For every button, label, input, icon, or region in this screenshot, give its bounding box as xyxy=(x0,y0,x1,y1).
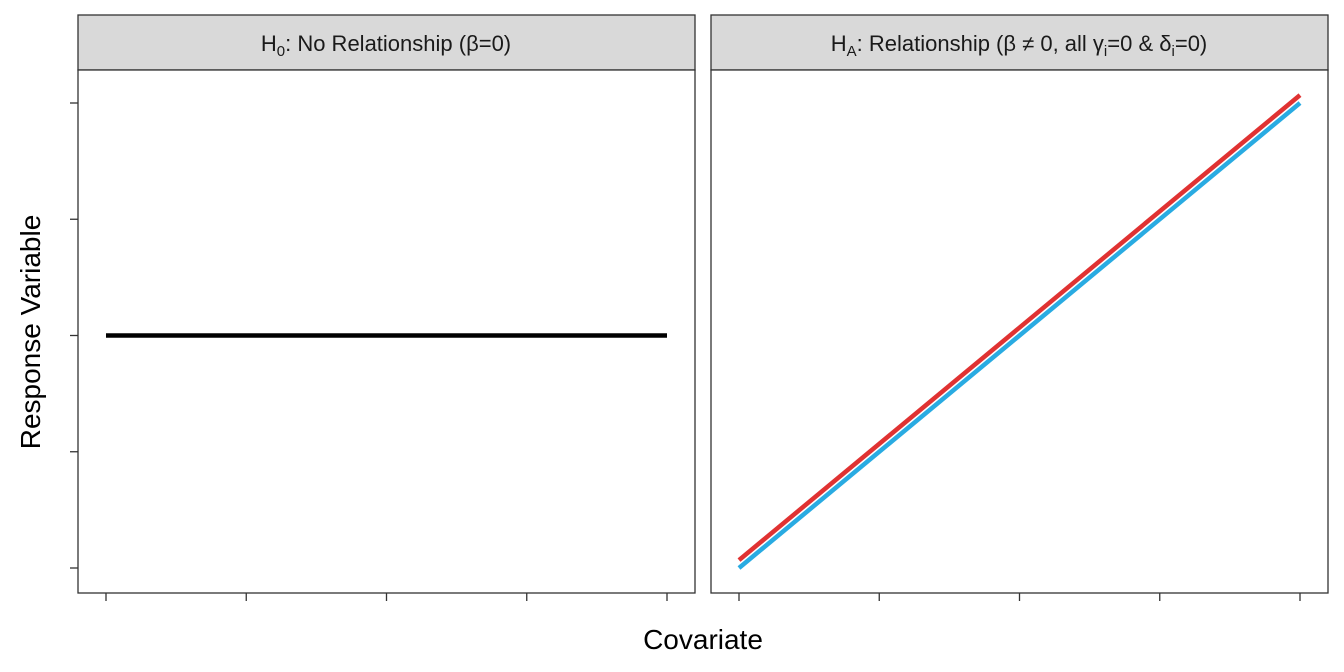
panel-ha-marks xyxy=(737,93,1302,570)
x-axis-ticks xyxy=(105,593,1301,601)
panel-h0-plot-area xyxy=(77,69,696,594)
y-axis-ticks xyxy=(70,102,78,569)
panel-h0: H0: No Relationship (β=0) xyxy=(77,14,696,594)
panel-ha: HA: Relationship (β ≠ 0, all γi=0 & δi=0… xyxy=(710,14,1329,594)
panel-ha-strip-label: HA: Relationship (β ≠ 0, all γi=0 & δi=0… xyxy=(831,31,1208,60)
panel-h0-strip xyxy=(77,14,696,71)
y-axis-title: Response Variable xyxy=(15,215,46,450)
x-axis-title: Covariate xyxy=(643,624,763,655)
panel-ha-strip xyxy=(710,14,1329,71)
panel-h0-strip-label: H0: No Relationship (β=0) xyxy=(261,31,511,60)
panel-ha-series-line-2 xyxy=(737,101,1302,570)
panel-ha-series-line-1 xyxy=(737,93,1302,562)
